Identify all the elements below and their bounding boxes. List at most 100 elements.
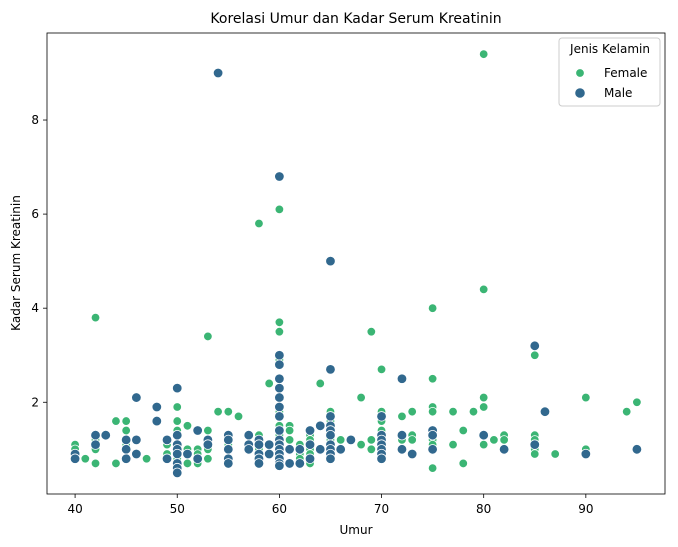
- data-point-male: [223, 434, 234, 446]
- data-point-male: [90, 429, 101, 441]
- data-point-male: [325, 255, 336, 267]
- data-point-female: [223, 406, 234, 417]
- x-tick-label: 60: [272, 502, 287, 516]
- data-point-male: [100, 429, 111, 441]
- legend-marker-male: [574, 87, 586, 99]
- plot-frame: [46, 32, 666, 495]
- data-point-male: [345, 434, 357, 446]
- data-point-female: [550, 449, 560, 459]
- data-point-male: [263, 439, 275, 450]
- data-point-male: [325, 364, 336, 375]
- data-point-female: [233, 411, 244, 422]
- data-point-female: [478, 392, 489, 403]
- data-point-female: [478, 49, 489, 59]
- data-point-male: [284, 444, 295, 455]
- data-point-female: [203, 454, 213, 464]
- data-point-female: [274, 317, 285, 328]
- legend-box: [558, 37, 661, 107]
- data-point-male: [243, 444, 254, 455]
- data-point-male: [539, 406, 551, 417]
- data-point-female: [478, 402, 489, 412]
- data-point-male: [263, 448, 275, 460]
- data-point-male: [253, 439, 265, 450]
- y-axis-label: Kadar Serum Kreatinin: [9, 195, 23, 331]
- data-point-female: [376, 364, 387, 375]
- data-point-female: [203, 425, 213, 436]
- data-point-female: [172, 416, 182, 426]
- data-point-male: [192, 425, 203, 436]
- data-point-female: [448, 439, 458, 450]
- data-point-female: [274, 204, 285, 215]
- x-axis-label: Umur: [339, 523, 372, 537]
- y-tick-label: 6: [31, 207, 39, 221]
- data-point-female: [111, 458, 121, 469]
- data-point-male: [284, 458, 295, 469]
- data-point-female: [427, 374, 438, 384]
- y-tick-label: 2: [31, 395, 39, 409]
- data-point-male: [274, 359, 285, 370]
- data-point-female: [632, 397, 642, 407]
- x-tick-label: 70: [374, 502, 389, 516]
- data-point-female: [499, 435, 509, 445]
- x-tick-label: 40: [67, 502, 82, 516]
- data-point-male: [274, 350, 285, 361]
- data-point-female: [90, 458, 101, 469]
- data-point-female: [274, 327, 285, 337]
- data-point-male: [304, 439, 316, 450]
- data-point-male: [396, 444, 408, 455]
- data-point-male: [498, 444, 510, 455]
- data-point-female: [335, 435, 346, 445]
- data-point-male: [294, 444, 306, 455]
- data-point-female: [111, 416, 121, 426]
- data-point-male: [325, 453, 336, 464]
- y-tick-label: 4: [31, 301, 39, 315]
- data-point-male: [69, 453, 81, 464]
- data-point-female: [80, 454, 91, 464]
- data-point-male: [294, 458, 306, 469]
- data-point-female: [448, 406, 458, 417]
- data-point-male: [304, 425, 316, 436]
- data-point-female: [141, 454, 152, 464]
- legend-label-male: Male: [604, 86, 632, 100]
- data-point-female: [489, 435, 499, 445]
- data-point-male: [396, 429, 408, 441]
- data-point-male: [131, 392, 142, 403]
- data-point-male: [274, 373, 285, 384]
- data-point-female: [121, 416, 131, 426]
- x-tick-label: 90: [578, 502, 593, 516]
- data-point-female: [213, 406, 223, 417]
- points-layer: [69, 49, 643, 479]
- data-point-male: [396, 373, 408, 384]
- data-point-male: [427, 444, 438, 455]
- data-point-male: [202, 439, 214, 450]
- legend: Jenis Kelamin Female Male: [558, 37, 661, 107]
- data-point-female: [478, 284, 489, 295]
- data-point-female: [121, 425, 131, 436]
- data-point-male: [274, 425, 285, 436]
- data-point-female: [458, 425, 468, 436]
- data-point-male: [243, 429, 254, 441]
- x-tick-label: 50: [170, 502, 185, 516]
- data-point-male: [172, 382, 183, 394]
- data-point-male: [274, 382, 285, 394]
- data-point-female: [284, 425, 295, 436]
- data-point-female: [182, 458, 193, 469]
- data-point-female: [366, 444, 377, 455]
- data-point-male: [580, 448, 592, 460]
- data-point-male: [161, 453, 173, 464]
- data-point-female: [284, 435, 295, 445]
- data-point-male: [172, 448, 183, 460]
- x-tick-label: 80: [476, 502, 491, 516]
- data-point-male: [427, 429, 438, 441]
- legend-title: Jenis Kelamin: [569, 42, 650, 56]
- data-point-male: [274, 392, 285, 403]
- data-point-male: [131, 434, 142, 446]
- data-point-male: [274, 171, 285, 182]
- data-point-male: [223, 458, 234, 469]
- data-point-female: [90, 312, 101, 323]
- data-point-female: [581, 392, 591, 403]
- data-point-female: [315, 378, 325, 389]
- data-point-male: [223, 444, 234, 455]
- data-point-female: [407, 406, 417, 417]
